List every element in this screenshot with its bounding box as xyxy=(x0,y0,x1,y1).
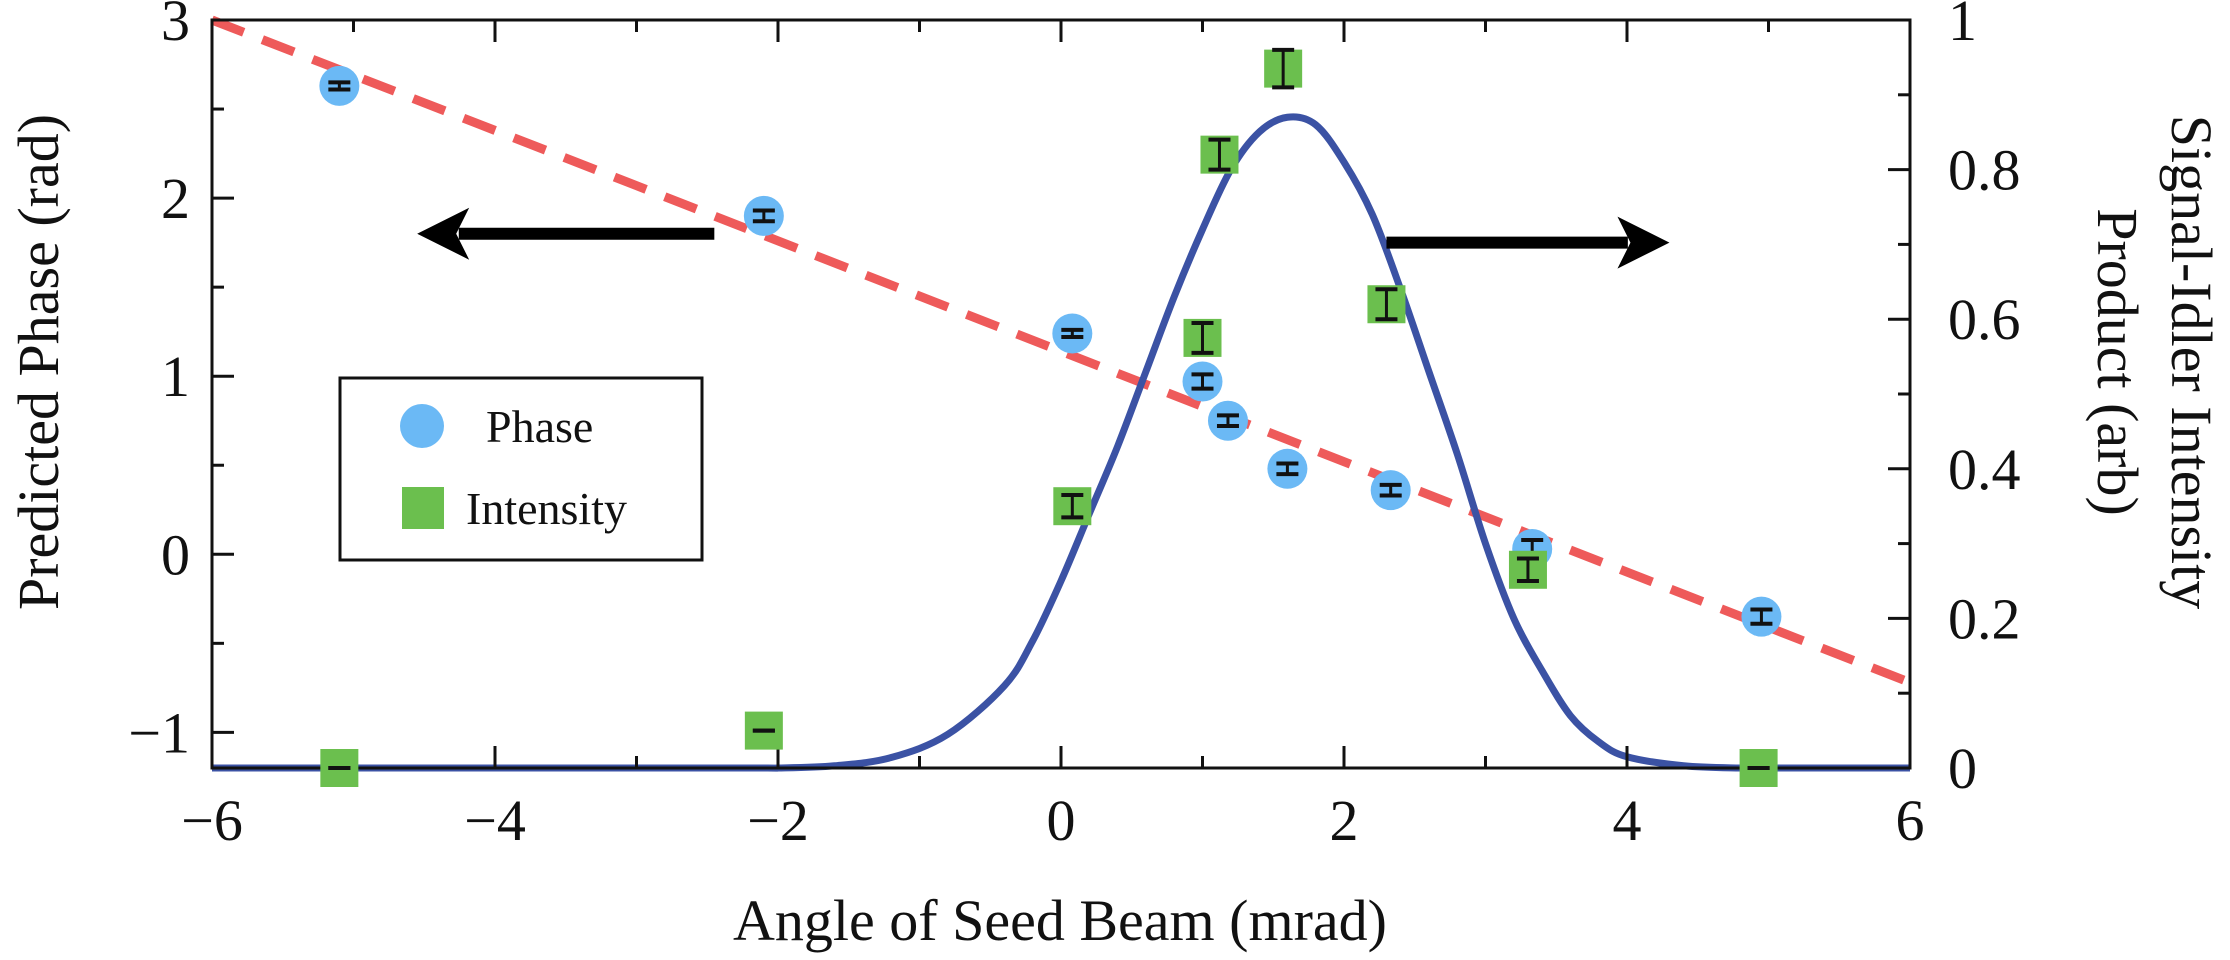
y-tick-label: 2 xyxy=(161,166,190,231)
y2-axis-title-line-2: Product (arb) xyxy=(2085,208,2150,516)
y2-tick-label: 1 xyxy=(1948,0,1977,53)
x-tick-label: −6 xyxy=(181,788,243,853)
y-tick-label: −1 xyxy=(128,700,190,765)
legend-intensity-marker xyxy=(402,487,444,529)
data-points-layer xyxy=(319,47,1782,787)
right-axis-arrow-head xyxy=(1617,216,1670,269)
y2-tick-label: 0.6 xyxy=(1948,287,2021,352)
fit-curves-layer xyxy=(210,15,1912,772)
left-axis-arrow-head xyxy=(417,207,470,260)
phase-fit-line xyxy=(210,15,1912,687)
x-tick-label: 0 xyxy=(1047,788,1076,853)
legend: Phase Intensity xyxy=(338,376,704,562)
x-tick-label: 4 xyxy=(1613,788,1642,853)
y-tick-label: 1 xyxy=(161,344,190,409)
intensity-fit-curve xyxy=(211,113,1910,772)
x-tick-label: −2 xyxy=(747,788,809,853)
axes-layer: −6 −4 −2 0 2 4 6 −1 0 1 2 3 0 0.2 0.4 0.6 0.8 1 xyxy=(128,0,2020,853)
y2-tick-label: 0.4 xyxy=(1948,437,2021,502)
y-axis-title: Predicted Phase (rad) xyxy=(6,114,71,610)
y2-tick-label: 0 xyxy=(1948,736,1977,801)
arrows-layer xyxy=(417,207,1670,269)
y-tick-label: 3 xyxy=(161,0,190,53)
y2-axis-title-line-1: Signal-Idler Intensity xyxy=(2159,115,2224,610)
legend-phase-marker xyxy=(400,404,444,448)
y-tick-label: 0 xyxy=(161,522,190,587)
x-axis-title: Angle of Seed Beam (mrad) xyxy=(733,888,1387,953)
x-tick-label: −4 xyxy=(464,788,526,853)
x-tick-label: 6 xyxy=(1896,788,1925,853)
legend-box xyxy=(338,376,704,562)
x-tick-label: 2 xyxy=(1330,788,1359,853)
y2-tick-label: 0.2 xyxy=(1948,586,2021,651)
legend-label: Intensity xyxy=(466,483,627,534)
y2-tick-label: 0.8 xyxy=(1948,138,2021,203)
legend-label: Phase xyxy=(486,401,593,452)
